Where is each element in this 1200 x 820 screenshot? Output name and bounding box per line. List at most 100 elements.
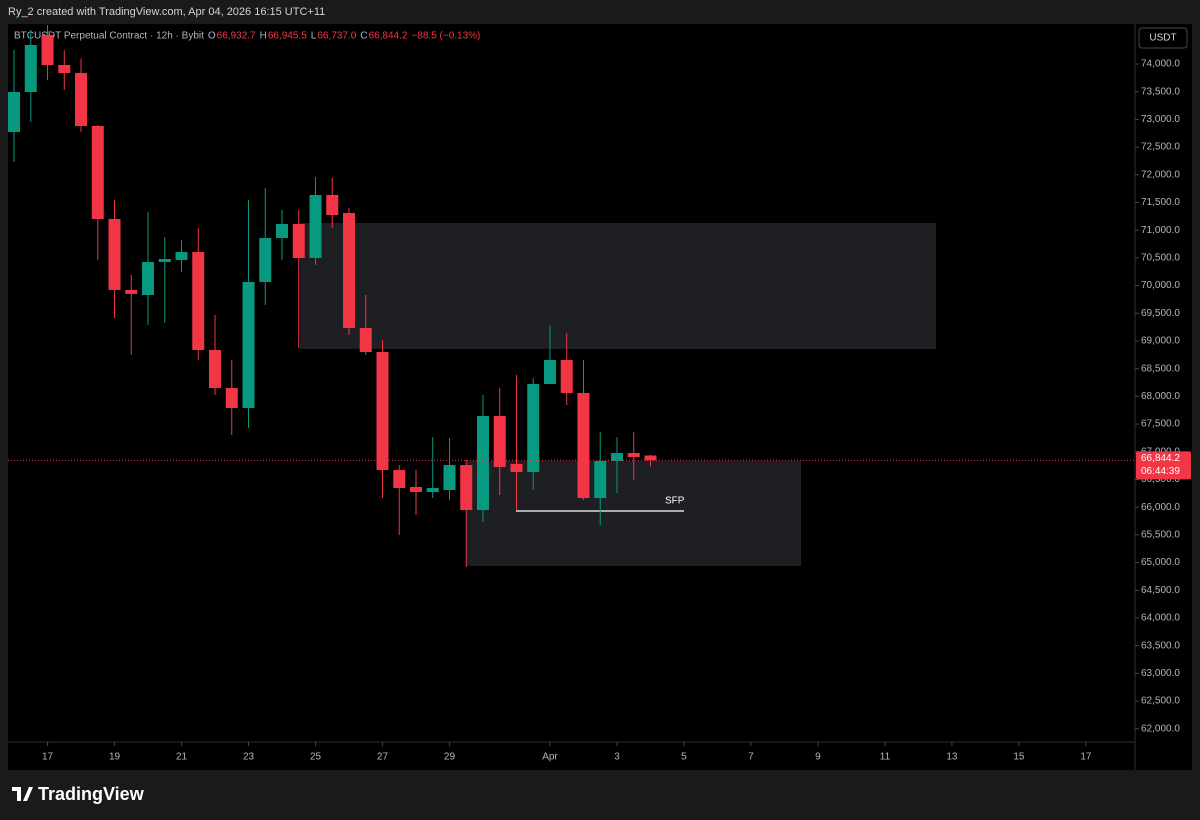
x-tick-label: 25 — [310, 752, 322, 763]
y-tick-label: 70,500.0 — [1141, 253, 1180, 264]
x-tick-label: 21 — [176, 752, 188, 763]
candle-body — [276, 223, 289, 239]
candle-body — [225, 387, 238, 408]
candle-body — [175, 252, 188, 260]
annotation: SFP — [665, 496, 685, 507]
candle-body — [108, 219, 121, 290]
legend-change: −88.5 (−0.13%) — [411, 31, 480, 42]
candle-body — [158, 259, 171, 262]
x-tick-label: 27 — [377, 752, 389, 763]
candle-body — [543, 359, 556, 384]
candle-body — [125, 289, 138, 294]
x-tick-label: 7 — [748, 752, 754, 763]
y-tick-label: 72,000.0 — [1141, 169, 1180, 180]
y-tick-label: 69,000.0 — [1141, 336, 1180, 347]
candle-body — [359, 327, 372, 353]
candle-body — [644, 455, 657, 461]
y-tick-label: 65,500.0 — [1141, 530, 1180, 541]
x-tick-label: 5 — [681, 752, 687, 763]
candle-body — [510, 463, 523, 473]
price-tag-value: 66,844.2 — [1141, 453, 1180, 464]
y-tick-label: 64,000.0 — [1141, 613, 1180, 624]
legend-value: 66,932.7 — [217, 31, 256, 42]
candle-body — [142, 261, 155, 296]
chart-area — [8, 24, 1192, 770]
x-tick-label: 3 — [614, 752, 620, 763]
x-tick-label: 9 — [815, 752, 821, 763]
x-tick-label: 15 — [1013, 752, 1025, 763]
x-tick-label: 17 — [1080, 752, 1092, 763]
currency[interactable]: USDT — [1149, 33, 1176, 44]
y-tick-label: 71,500.0 — [1141, 197, 1180, 208]
candle-body — [192, 252, 205, 350]
y-tick-label: 66,500.0 — [1141, 474, 1180, 485]
y-tick-label: 73,500.0 — [1141, 86, 1180, 97]
candle-body — [24, 44, 37, 92]
y-tick-label: 68,000.0 — [1141, 391, 1180, 402]
candle-body — [527, 383, 540, 473]
candle-body — [577, 392, 590, 499]
candle-body — [91, 125, 104, 220]
candle-body — [594, 460, 607, 499]
zone — [300, 223, 936, 349]
x-tick-label: 11 — [880, 752, 891, 763]
candle-body — [41, 35, 54, 65]
candle-body — [460, 465, 473, 511]
y-tick-label: 69,500.0 — [1141, 308, 1180, 319]
candle-body — [8, 91, 21, 132]
y-tick-label: 74,000.0 — [1141, 59, 1180, 70]
legend-key: C — [360, 31, 367, 42]
legend-value: 66,844.2 — [369, 31, 408, 42]
currency-button[interactable] — [1138, 27, 1188, 49]
candle-body — [58, 64, 71, 73]
candle-body — [326, 195, 339, 216]
symbol: BTCUSDT Perpetual Contract · 12h · Bybit — [14, 31, 204, 42]
y-tick-label: 63,000.0 — [1141, 668, 1180, 679]
candle-body — [476, 416, 489, 511]
candle-body — [292, 223, 305, 259]
candle-body — [75, 72, 88, 126]
x-tick-label: 17 — [42, 752, 54, 763]
y-tick-label: 62,500.0 — [1141, 696, 1180, 707]
logo-icon — [12, 787, 33, 801]
candle-body — [342, 213, 355, 328]
y-tick-label: 67,500.0 — [1141, 419, 1180, 430]
y-tick-label: 71,000.0 — [1141, 225, 1180, 236]
candle-body — [443, 465, 456, 491]
y-tick-label: 72,500.0 — [1141, 142, 1180, 153]
y-tick-label: 63,500.0 — [1141, 640, 1180, 651]
brand: TradingView — [38, 784, 145, 804]
x-tick-label: Apr — [542, 752, 558, 763]
candle-body — [393, 470, 406, 489]
legend-value: 66,945.5 — [268, 31, 307, 42]
candle-body — [309, 195, 322, 259]
candle-body — [259, 238, 272, 282]
candle-body — [376, 352, 389, 471]
y-tick-label: 66,000.0 — [1141, 502, 1180, 513]
x-tick-label: 23 — [243, 752, 255, 763]
candle-body — [610, 453, 623, 461]
candle-body — [242, 281, 255, 408]
x-tick-label: 19 — [109, 752, 121, 763]
legend-value: 66,737.0 — [317, 31, 356, 42]
candle-body — [426, 488, 439, 493]
countdown: 06:44:39 — [1141, 466, 1180, 477]
y-tick-label: 68,500.0 — [1141, 363, 1180, 374]
y-tick-label: 65,000.0 — [1141, 557, 1180, 568]
x-tick-label: 13 — [946, 752, 958, 763]
legend-key: L — [311, 31, 317, 42]
price-tag — [1136, 451, 1191, 480]
legend-key: H — [260, 31, 267, 42]
y-tick-label: 62,000.0 — [1141, 723, 1180, 734]
legend-key: O — [208, 31, 216, 42]
y-tick-label: 64,500.0 — [1141, 585, 1180, 596]
candle-body — [493, 416, 506, 467]
candle-body — [627, 453, 640, 457]
candle-body — [560, 359, 573, 393]
candle-body — [209, 349, 222, 388]
y-tick-label: 70,000.0 — [1141, 280, 1180, 291]
header: Ry_2 created with TradingView.com, Apr 0… — [8, 6, 325, 18]
candle-body — [409, 486, 422, 493]
